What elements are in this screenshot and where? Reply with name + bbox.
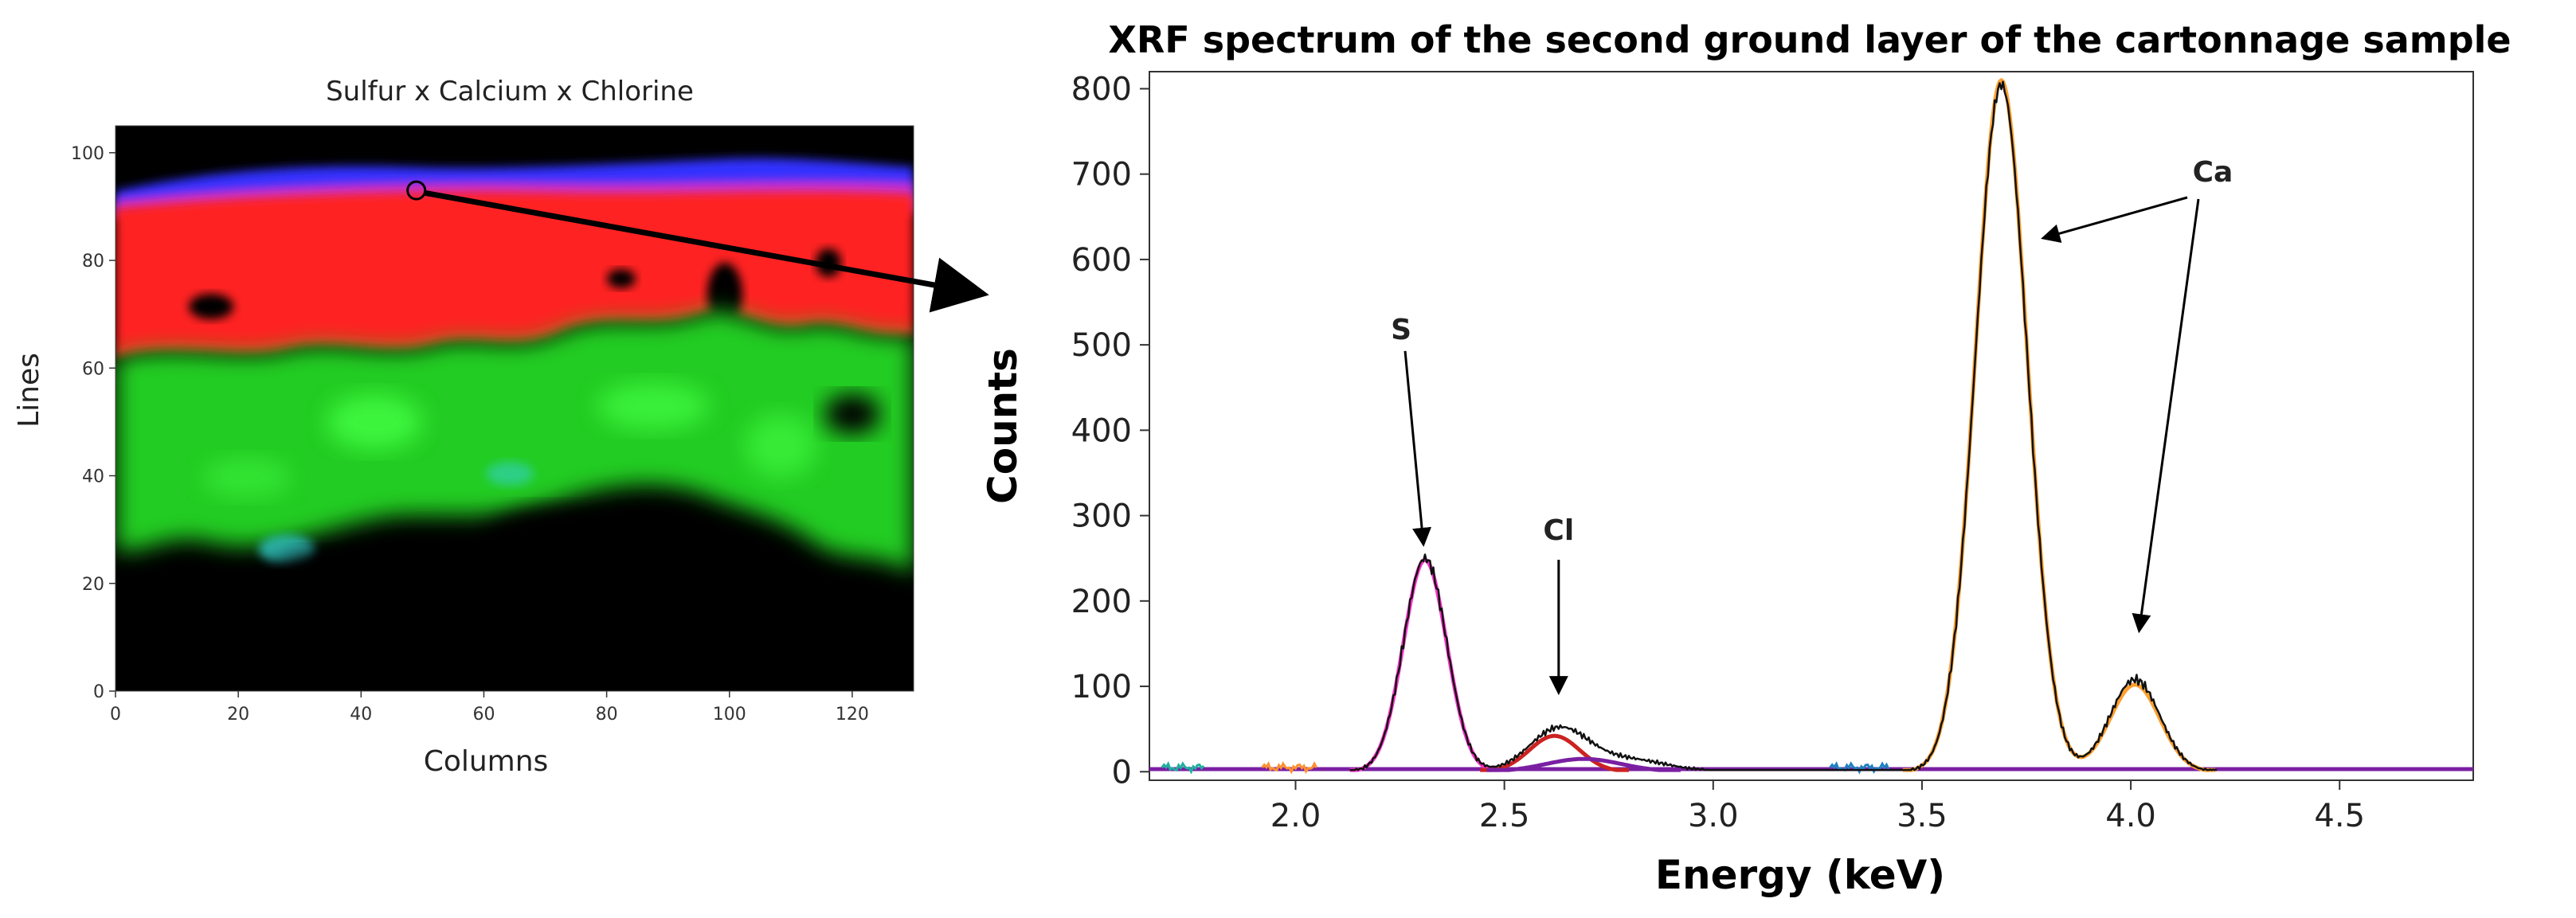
annotation-s-arrow [1403,350,1431,547]
xrf-y-tick-label: 400 [1071,412,1132,449]
map-image [115,158,914,609]
xrf-x-tick-label: 3.5 [1897,798,1948,834]
xrf-x-tick-label: 2.0 [1270,798,1321,834]
plot-area [1149,71,2474,781]
xrf-x-axis-label: Energy (keV) [1655,852,1945,898]
annotation-ca-arrow-2 [2132,198,2200,634]
annotation-cl: Cl [1543,514,1574,547]
map-x-tick-label: 120 [836,705,869,725]
map-y-ticks: 0 20 40 60 80 100 [71,144,115,702]
xrf-y-tick-label: 300 [1071,498,1132,535]
map-x-tick-label: 80 [596,705,618,725]
annotation-ca: Ca [2193,156,2233,189]
xrf-title: XRF spectrum of the second ground layer … [1108,18,2511,61]
xrf-x-tick-label: 3.0 [1688,798,1739,834]
map-y-tick-label: 20 [82,575,104,595]
map-x-tick-label: 100 [713,705,746,725]
xrf-y-tick-label: 800 [1071,71,1132,107]
map-x-axis-label: Columns [424,745,549,778]
connector-arrow [424,189,989,313]
measured-spectrum-line [1349,80,2218,772]
map-y-axis-label: Lines [13,353,45,428]
map-frame [115,125,914,692]
map-y-tick-label: 0 [93,682,104,702]
xrf-y-axis-label: Counts [980,348,1026,504]
map-title: Sulfur x Calcium x Chlorine [326,76,694,107]
annotation-ca-arrow-1 [2041,196,2188,243]
map-x-tick-label: 40 [350,705,372,725]
xrf-x-tick-label: 2.5 [1479,798,1530,834]
annotation-s: S [1391,314,1411,346]
map-y-tick-label: 80 [82,252,104,271]
spectrum-series [1149,78,2473,775]
map-x-ticks: 0 20 40 60 80 100 120 [110,691,869,725]
xrf-x-tick-label: 4.0 [2105,798,2156,834]
xrf-y-tick-label: 200 [1071,584,1132,620]
fitted-peak-line [1479,733,1630,772]
noise-segment [1261,761,1318,775]
fitted-peak-line [1486,756,1681,772]
xrf-y-tick-label: 600 [1071,242,1132,279]
peak-annotations: S Cl Ca [1391,156,2233,696]
xrf-y-tick-label: 0 [1112,754,1132,791]
noise-segment [1829,761,1890,775]
xrf-y-tick-label: 500 [1071,327,1132,364]
elemental-map-panel: Sulfur x Calcium x Chlorine [13,76,914,778]
xrf-y-tick-label: 700 [1071,157,1132,193]
xrf-spectrum-panel: XRF spectrum of the second ground layer … [980,18,2511,898]
xrf-x-tick-label: 4.5 [2314,798,2365,834]
map-y-tick-label: 60 [82,359,104,379]
map-x-tick-label: 20 [227,705,249,725]
map-y-tick-label: 100 [71,144,104,164]
map-y-tick-label: 40 [82,467,104,487]
noise-segment [1161,761,1205,775]
xrf-y-ticks: 0 100 200 300 400 500 600 700 800 [1071,71,1149,791]
map-x-tick-label: 0 [110,705,121,725]
xrf-y-tick-label: 100 [1071,669,1132,705]
map-x-tick-label: 60 [472,705,495,725]
xrf-x-ticks: 2.0 2.5 3.0 3.5 4.0 4.5 [1270,780,2365,834]
